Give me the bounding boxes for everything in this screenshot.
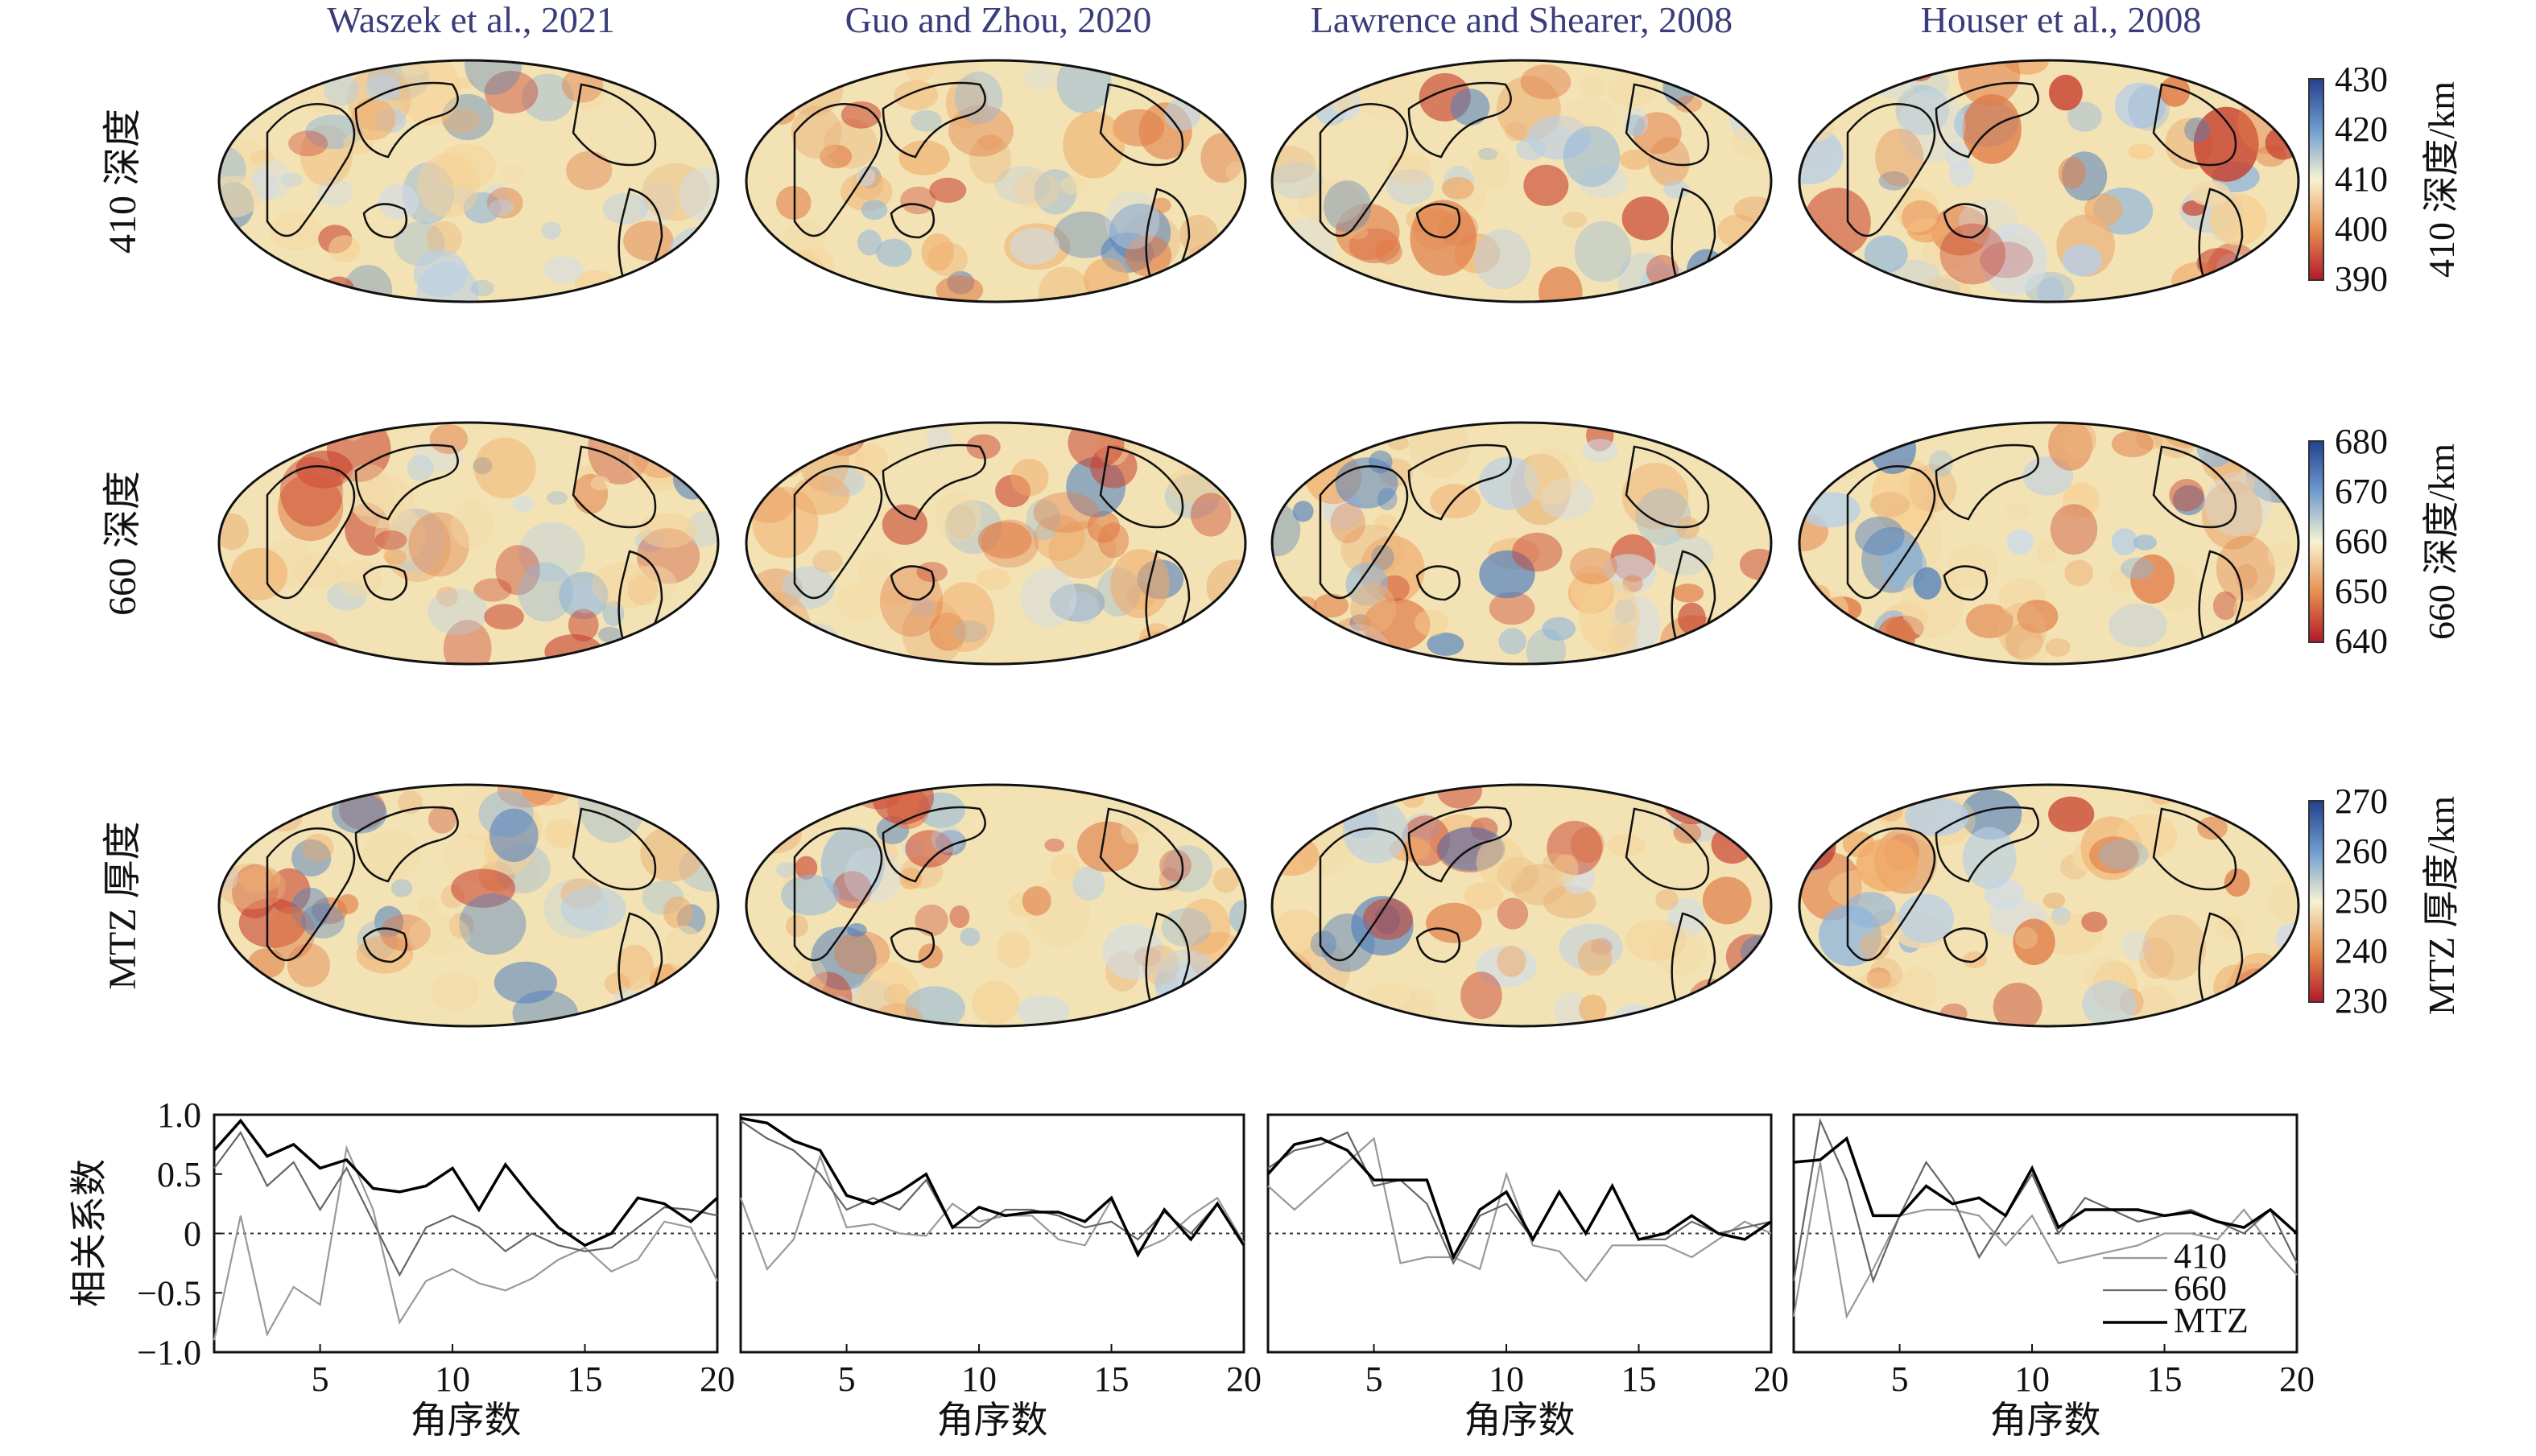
cb660-label: 660 深度/km [2421,443,2462,640]
x-tick-label: 15 [1621,1359,1657,1399]
map-panel-r3-c3 [1270,783,1773,1028]
correlation-panel-2: 5 10 15 20 角序数 [739,1113,1262,1441]
map-panel-r1-c4 [1798,59,2300,303]
correlation-panel-1: 5 10 15 20 1.0 0.5 0 −0.5 −1.0 角序数 [137,1095,735,1441]
x-axis-label: 角序数 [937,1400,1048,1441]
x-tick-label: 15 [568,1359,603,1399]
correlation-panel-3: 5 10 15 20 角序数 [1266,1113,1789,1441]
colorbar-mtz: 270 260 250 240 230 MTZ 厚度/km [2308,782,2462,1021]
correlation-ylabel: 相关系数 [68,1159,109,1307]
series-line-mtz [213,1118,719,1248]
column-title-4: Houser et al., 2008 [1921,0,2202,40]
x-tick-label: 15 [1094,1359,1130,1399]
cb410-tick-1: 430 [2335,60,2388,99]
x-tick-label: 5 [312,1359,329,1399]
map-panel-r1-c1 [217,59,720,303]
x-axis-label: 角序数 [411,1400,522,1441]
legend-label: 660 [2174,1268,2227,1308]
map-panel-r2-c1 [217,421,720,666]
map-panel-r2-c3 [1270,421,1773,666]
series-line-410 [1267,1136,1772,1283]
y-tick-label: 0.5 [157,1155,201,1194]
x-tick-label: 10 [1489,1359,1524,1399]
series-line-660 [1267,1131,1772,1265]
row-label-660: 660 深度 [101,471,144,616]
y-tick-label: −1.0 [137,1333,201,1372]
cb410-label: 410 深度/km [2421,81,2462,278]
row-label-410: 410 深度 [101,109,144,254]
cb660-tick-5: 640 [2335,621,2388,661]
x-axis-label: 角序数 [1464,1400,1576,1441]
cb410-tick-3: 410 [2335,159,2388,199]
map-panel-r3-c1 [217,783,720,1028]
column-title-2: Guo and Zhou, 2020 [845,0,1152,40]
cbmtz-tick-4: 240 [2335,931,2388,971]
legend-label: 410 [2174,1236,2227,1276]
cb660-tick-3: 660 [2335,522,2388,561]
cb410-tick-4: 400 [2335,209,2388,249]
cb410-tick-2: 420 [2335,109,2388,149]
cb410-tick-5: 390 [2335,259,2388,299]
correlation-charts: 5 10 15 20 1.0 0.5 0 −0.5 −1.0 角序数 5 10 15 20 角序数 5 10 15… [137,1095,2315,1441]
plot-frame [1266,1113,1773,1354]
series-line-410 [213,1145,718,1341]
x-tick-label: 5 [1365,1359,1383,1399]
series-line-mtz [740,1116,1245,1258]
colorbars: 430 420 410 400 390 410 深度/km 680 670 66… [2308,60,2462,1021]
map-panel-r1-c2 [745,59,1247,303]
x-tick-label: 5 [1891,1359,1909,1399]
map-panel-r3-c2 [745,783,1247,1028]
series-line-660 [213,1131,718,1277]
map-panel-r1-c3 [1270,59,1773,303]
column-title-1: Waszek et al., 2021 [327,0,615,40]
map-panel-r3-c4 [1798,783,2300,1028]
y-tick-label: 0 [184,1215,201,1254]
x-tick-label: 20 [700,1359,735,1399]
x-tick-label: 20 [1753,1359,1789,1399]
x-tick-label: 10 [435,1359,470,1399]
y-tick-label: −0.5 [137,1273,201,1313]
x-tick-label: 20 [2279,1359,2315,1399]
map-panel-r2-c2 [745,421,1247,666]
map-panel-r2-c4 [1798,421,2300,666]
x-tick-label: 10 [2014,1359,2050,1399]
x-tick-label: 10 [961,1359,997,1399]
x-axis-label: 角序数 [1990,1400,2101,1441]
cbmtz-label: MTZ 厚度/km [2421,796,2462,1015]
x-tick-label: 20 [1226,1359,1262,1399]
colorbar-410: 430 420 410 400 390 410 深度/km [2308,60,2462,299]
correlation-panel-4: 5 10 15 20 角序数 [1792,1113,2315,1441]
plot-frame [739,1113,1245,1354]
x-tick-label: 15 [2147,1359,2183,1399]
cbmtz-tick-5: 230 [2335,981,2388,1021]
cb660-tick-1: 680 [2335,422,2388,461]
map-grid [217,59,2300,1028]
colorbar-660: 680 670 660 650 640 660 深度/km [2308,422,2462,661]
cbmtz-tick-1: 270 [2335,782,2388,821]
row-label-mtz: MTZ 厚度 [101,821,144,989]
series-line-410 [1792,1161,2298,1320]
column-title-3: Lawrence and Shearer, 2008 [1311,0,1733,40]
y-tick-label: 1.0 [157,1095,201,1135]
x-tick-label: 5 [838,1359,856,1399]
cbmtz-tick-3: 250 [2335,881,2388,921]
series-line-mtz [1266,1136,1772,1261]
cbmtz-tick-2: 260 [2335,831,2388,871]
cb660-tick-2: 670 [2335,472,2388,511]
cb660-tick-4: 650 [2335,571,2388,611]
series-line-mtz [1793,1136,2299,1235]
legend-label: MTZ [2174,1301,2249,1340]
